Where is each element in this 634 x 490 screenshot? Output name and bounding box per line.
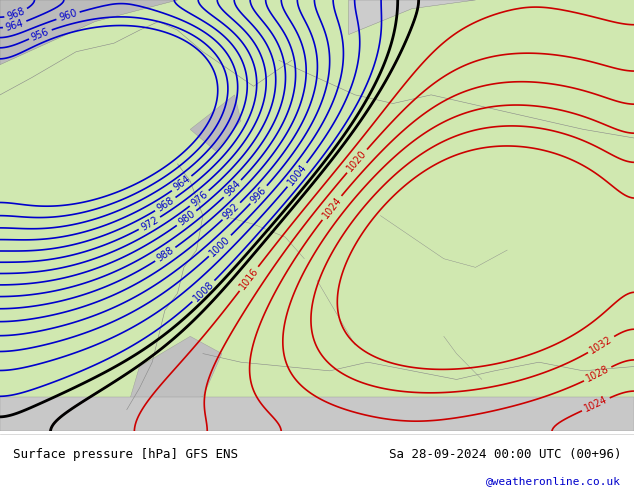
Text: 1020: 1020 — [345, 148, 369, 173]
Polygon shape — [0, 0, 178, 65]
Polygon shape — [0, 397, 634, 431]
Text: 1004: 1004 — [285, 162, 309, 188]
Text: 984: 984 — [223, 179, 242, 199]
Text: 1024: 1024 — [320, 195, 344, 220]
Text: 1024: 1024 — [583, 394, 609, 414]
Text: Surface pressure [hPa] GFS ENS: Surface pressure [hPa] GFS ENS — [13, 448, 238, 461]
Text: 972: 972 — [139, 215, 160, 232]
Text: 968: 968 — [155, 195, 176, 214]
Text: 1000: 1000 — [208, 234, 232, 258]
Text: 964: 964 — [4, 18, 25, 32]
Text: Sa 28-09-2024 00:00 UTC (00+96): Sa 28-09-2024 00:00 UTC (00+96) — [389, 448, 621, 461]
Polygon shape — [349, 0, 476, 34]
Text: 1016: 1016 — [238, 266, 261, 292]
Text: 988: 988 — [155, 245, 176, 264]
Text: 1032: 1032 — [588, 334, 614, 355]
Text: 960: 960 — [58, 8, 78, 23]
Text: 1028: 1028 — [585, 364, 611, 384]
Text: 1008: 1008 — [191, 279, 216, 303]
Polygon shape — [190, 95, 241, 151]
Polygon shape — [127, 336, 222, 410]
Text: 964: 964 — [171, 174, 192, 193]
Text: @weatheronline.co.uk: @weatheronline.co.uk — [486, 476, 621, 486]
Text: 980: 980 — [176, 209, 197, 228]
Text: 968: 968 — [6, 6, 27, 22]
Text: 956: 956 — [30, 26, 51, 42]
Text: 996: 996 — [249, 185, 269, 205]
Text: 992: 992 — [221, 201, 242, 221]
Text: 976: 976 — [189, 189, 210, 208]
